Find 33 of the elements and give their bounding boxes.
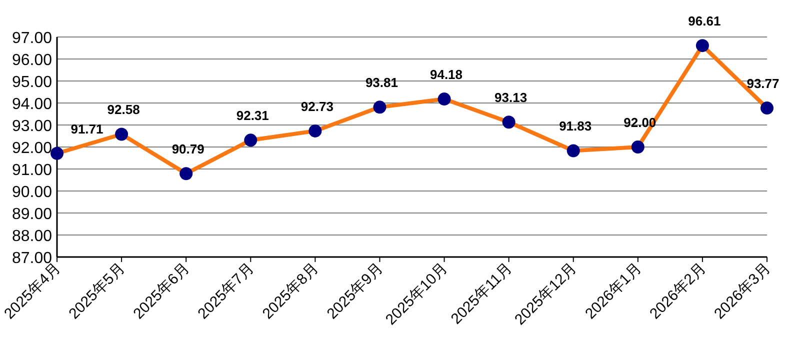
data-label: 92.31	[236, 108, 269, 124]
y-tick-label: 96.00	[12, 52, 52, 69]
y-tick-label: 88.00	[12, 228, 52, 245]
data-label: 93.77	[746, 76, 780, 92]
point	[566, 144, 580, 158]
y-tick-label: 92.00	[12, 140, 52, 157]
data-label: 91.71	[70, 121, 104, 136]
data-label: 92.73	[300, 98, 334, 114]
point	[373, 100, 386, 114]
point	[502, 116, 516, 129]
y-tick-label: 89.00	[12, 206, 52, 223]
data-label: 90.79	[172, 142, 204, 157]
data-label: 93.81	[365, 75, 398, 90]
point	[308, 124, 322, 138]
data-label: 92.58	[107, 102, 140, 118]
point	[50, 146, 64, 160]
y-tick-label: 95.00	[12, 74, 52, 91]
data-label: 96.61	[688, 14, 721, 29]
point	[244, 134, 258, 147]
point	[631, 140, 644, 154]
y-tick-label: 93.00	[12, 118, 52, 135]
point	[760, 102, 774, 115]
data-label: 94.18	[430, 67, 463, 82]
y-tick-label: 90.00	[12, 184, 52, 201]
point	[438, 92, 451, 106]
point	[696, 39, 709, 52]
y-tick-label: 97.00	[12, 30, 52, 47]
y-tick-label: 94.00	[12, 96, 52, 113]
y-tick-label: 91.00	[12, 162, 52, 179]
data-label: 91.83	[559, 118, 592, 134]
point	[115, 128, 128, 141]
point	[180, 167, 193, 180]
data-label: 93.13	[494, 90, 528, 106]
